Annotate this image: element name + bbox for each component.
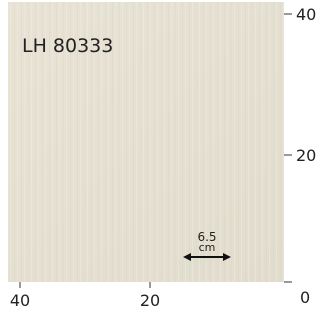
swatch-view: LH 80333 6.5 cm 40 20 0 40 20 — [0, 0, 322, 310]
swatch-code: LH 80333 — [22, 35, 113, 57]
right-tick-label: 0 — [300, 288, 310, 307]
scale-unit: cm — [199, 241, 216, 254]
page: LH 80333 6.5 cm 40 20 0 40 20 (() => { c… — [0, 0, 322, 310]
bottom-tick-label: 40 — [10, 291, 30, 310]
right-tick-label: 40 — [296, 5, 316, 24]
bottom-tick-label: 20 — [140, 291, 160, 310]
right-tick-label: 20 — [296, 146, 316, 165]
